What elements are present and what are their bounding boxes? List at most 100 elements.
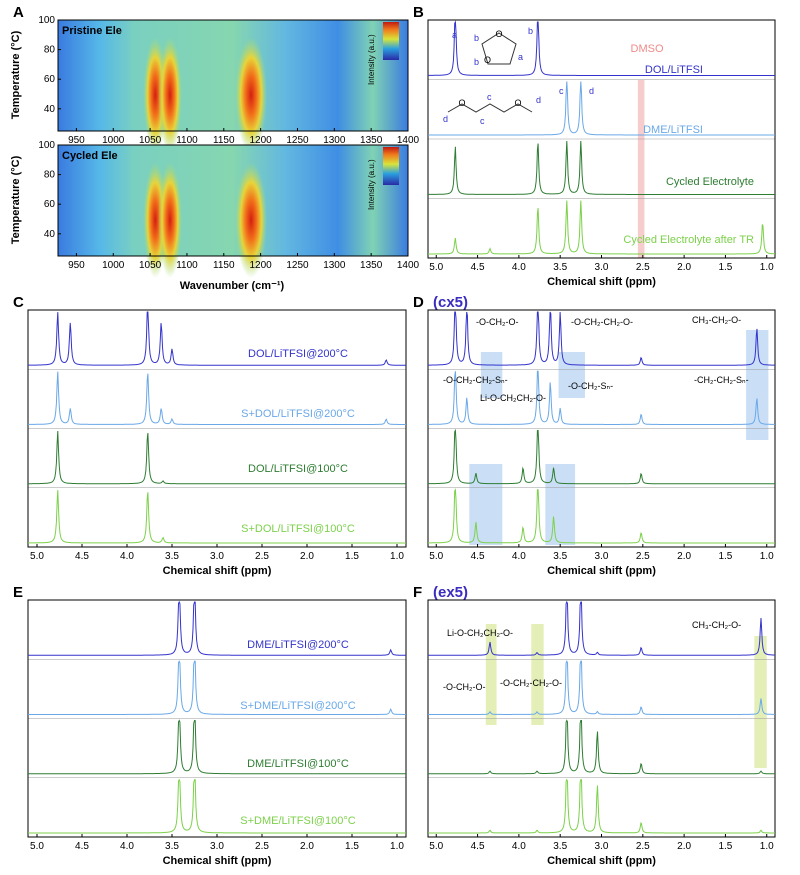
panel-d-label: D (413, 294, 424, 311)
x-tick-label: 1.0 (390, 551, 404, 562)
x-tick-label: 2.0 (677, 551, 691, 562)
x-tick-label: 1300 (323, 135, 346, 146)
x-tick-label: 1100 (176, 260, 198, 271)
x-tick-label: 1.5 (718, 841, 732, 852)
x-tick-label: 4.5 (75, 841, 89, 852)
panel-d-axes: 5.0 4.5 4.0 3.5 3.0 2.5 2.0 1.5 1.0 Chemical shif… (427, 309, 776, 577)
x-tick-label: 4.0 (120, 551, 134, 562)
highlight-box (469, 464, 503, 545)
panel-a-y-axis-label-top: Temperature (°C) (10, 30, 22, 119)
heatmap-hot-band (235, 162, 268, 278)
x-axis-label: Chemical shift (ppm) (547, 565, 656, 577)
x-axis-label: Chemical shift (ppm) (547, 276, 656, 288)
x-tick-label: 1.0 (760, 551, 774, 562)
peak-letter-b: b (528, 26, 533, 36)
x-tick-label: 1000 (102, 260, 125, 271)
x-tick-label: 1.5 (345, 551, 359, 562)
dme-letter: d (536, 95, 541, 105)
heatmap-background (58, 145, 408, 256)
dol-structure (481, 32, 517, 65)
trace-label-cycled: Cycled Electrolyte (666, 176, 754, 188)
x-tick-label: 2.5 (636, 841, 650, 852)
x-tick-label: 1.5 (345, 841, 359, 852)
y-tick-label: 40 (44, 229, 56, 240)
highlight-box (480, 352, 503, 398)
spectrum-line (28, 371, 406, 425)
heatmap-y-ticks: 100 100 80 80 60 60 40 40 (38, 15, 61, 240)
panel-a-y-axis-label-bottom: Temperature (°C) (10, 155, 22, 244)
x-tick-label: 1150 (213, 135, 235, 146)
dol-letter: b (474, 33, 479, 43)
highlight-box (545, 464, 576, 545)
x-tick-label: 1.5 (718, 262, 732, 273)
x-tick-label: 950 (68, 260, 85, 271)
panel-e-label: E (13, 584, 23, 601)
x-tick-label: 4.5 (471, 841, 485, 852)
x-tick-label: 4.5 (471, 262, 485, 273)
y-tick-label: 100 (38, 140, 55, 151)
spectrum-line (428, 778, 775, 834)
dol-oxygen-top: O (495, 29, 502, 39)
x-tick-label: 3.0 (595, 551, 609, 562)
x-axis-label: Chemical shift (ppm) (547, 855, 656, 867)
trace-label-c4: S+DOL/LiTFSI@100°C (241, 523, 355, 535)
dme-oxygen: O (458, 98, 465, 108)
dme-letter: d (443, 114, 448, 124)
x-tick-label: 3.5 (165, 841, 179, 852)
x-tick-label: 1200 (250, 260, 273, 271)
x-tick-label: 3.0 (210, 841, 224, 852)
x-tick-label: 1400 (397, 260, 420, 271)
colorbar (383, 147, 399, 185)
y-tick-label: 40 (44, 104, 56, 115)
spectrum-line (428, 81, 775, 136)
dol-oxygen-left: O (484, 55, 491, 65)
heatmap-x-ticks: 950 950 1000 1000 1050 1050 1100 1100 1150 1150 12… (68, 128, 420, 271)
heatmap-hot-band (158, 37, 182, 153)
x-tick-label: 1400 (397, 135, 420, 146)
trace-label-e1: DME/LiTFSI@200°C (247, 639, 349, 651)
panel-c-label: C (13, 294, 24, 311)
peak-letter-a: a (452, 30, 457, 40)
annotation-f: -O-CH₂-O- (443, 682, 485, 692)
spectrum-line (28, 430, 406, 485)
panel-a-label: A (13, 4, 24, 21)
x-tick-label: 1350 (360, 260, 383, 271)
panel-d-multiplier: (cx5) (433, 294, 468, 311)
panel-a-x-axis-label: Wavenumber (cm⁻¹) (180, 280, 285, 292)
x-tick-label: 3.0 (210, 551, 224, 562)
x-tick-label: 4.5 (75, 551, 89, 562)
panel-b-label: B (413, 4, 424, 21)
spectrum-line (428, 370, 775, 425)
panel-f-axes: 5.0 4.5 4.0 3.5 3.0 2.5 2.0 1.5 1.0 Chemical shif… (427, 599, 776, 867)
spectrum-line (428, 20, 775, 76)
x-tick-label: 1050 (139, 135, 162, 146)
colorbar-label: Intensity (a.u.) (367, 159, 376, 210)
x-tick-label: 1350 (360, 135, 383, 146)
spectrum-line (428, 660, 775, 715)
spectrum-line (28, 660, 406, 715)
spectrum-line (428, 428, 775, 485)
spectrum-line (28, 719, 406, 775)
x-tick-label: 1200 (250, 135, 273, 146)
x-tick-label: 2.5 (636, 262, 650, 273)
panel-f-multiplier: (ex5) (433, 584, 468, 601)
x-tick-label: 2.5 (636, 551, 650, 562)
annotation-d: -O-CH₂-Sₙ- (568, 381, 613, 391)
x-tick-label: 3.5 (553, 841, 567, 852)
annotation-d: CH₃-CH₂-O- (692, 315, 741, 325)
heatmap-background (58, 20, 408, 131)
trace-label-cycled-after-tr: Cycled Electrolyte after TR (623, 234, 754, 246)
spectrum-line (428, 200, 775, 255)
colorbar-label: Intensity (a.u.) (367, 34, 376, 85)
x-tick-label: 1250 (286, 135, 309, 146)
x-tick-label: 3.0 (595, 262, 609, 273)
x-tick-label: 5.0 (30, 551, 44, 562)
x-tick-label: 1.5 (718, 551, 732, 562)
x-tick-label: 5.0 (429, 841, 443, 852)
x-tick-label: 1.0 (390, 841, 404, 852)
dol-letter: b (474, 57, 479, 67)
trace-label-c3: DOL/LiTFSI@100°C (248, 463, 348, 475)
dme-oxygen: O (514, 98, 521, 108)
x-tick-label: 1000 (102, 135, 125, 146)
colorbar (383, 22, 399, 60)
